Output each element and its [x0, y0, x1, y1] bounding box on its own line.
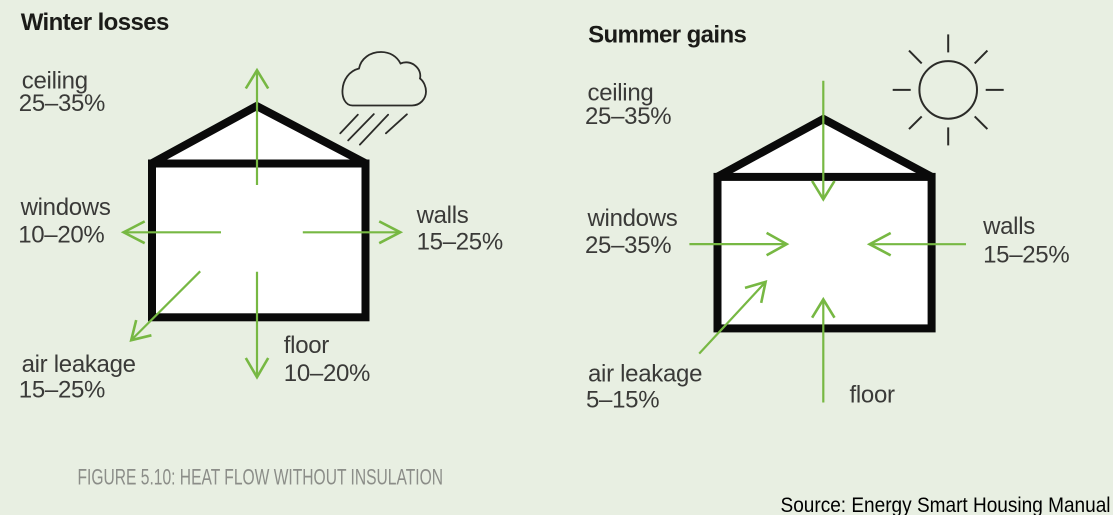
svg-text:Summer gains: Summer gains [588, 22, 746, 49]
svg-text:15–25%: 15–25% [983, 242, 1069, 269]
svg-text:10–20%: 10–20% [284, 360, 370, 387]
svg-text:15–25%: 15–25% [19, 376, 105, 403]
svg-text:air leakage: air leakage [22, 351, 136, 378]
svg-text:floor: floor [850, 382, 895, 409]
svg-text:10–20%: 10–20% [18, 221, 104, 248]
svg-text:walls: walls [982, 213, 1035, 240]
svg-text:air leakage: air leakage [588, 360, 702, 387]
svg-text:ceiling: ceiling [588, 80, 654, 107]
svg-text:FIGURE 5.10: HEAT FLOW WITHOUT: FIGURE 5.10: HEAT FLOW WITHOUT INSULATIO… [78, 465, 444, 490]
svg-text:25–35%: 25–35% [585, 103, 671, 130]
svg-text:ceiling: ceiling [22, 68, 88, 95]
svg-text:5–15%: 5–15% [586, 387, 659, 414]
svg-text:windows: windows [20, 194, 111, 221]
svg-text:15–25%: 15–25% [417, 229, 503, 256]
svg-text:walls: walls [416, 202, 469, 229]
svg-text:windows: windows [587, 205, 678, 232]
svg-text:25–35%: 25–35% [585, 232, 671, 259]
svg-text:25–35%: 25–35% [19, 90, 105, 117]
svg-text:Source: Energy Smart Housing M: Source: Energy Smart Housing Manual [781, 493, 1111, 515]
svg-text:Winter losses: Winter losses [21, 9, 169, 36]
svg-text:floor: floor [284, 332, 329, 359]
